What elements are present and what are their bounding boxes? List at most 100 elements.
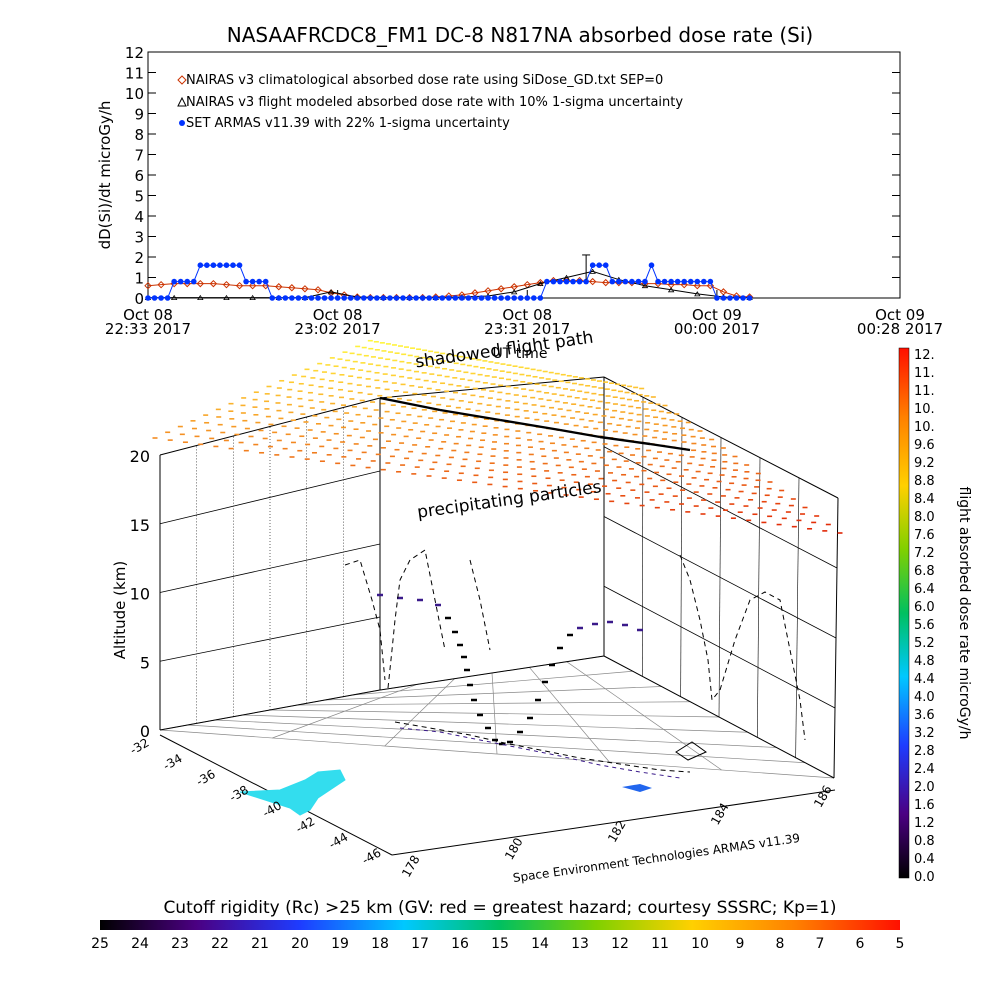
floor-grid-line [529,667,610,763]
dose-colorbar-tick: 11. [914,366,935,381]
data-point-armas [236,262,243,269]
data-point-armas [419,295,426,301]
land-mass [239,769,346,816]
rigidity-colorbar-tick: 13 [571,936,589,952]
wall-grid-line [795,477,800,758]
x-tick-label-date: Oct 08 [313,306,363,324]
wall-bottom-edge [379,655,605,691]
aircraft-marker [675,741,708,761]
rigidity-colorbar-tick: 22 [211,936,229,952]
latitude-tick-label: -44 [326,830,350,852]
rigidity-colorbar-tick: 12 [611,936,629,952]
longitude-tick-label: 182 [605,818,629,845]
map-floor-grid [159,655,836,856]
rigidity-colorbar-scale [100,920,900,930]
data-point-armas [151,295,158,301]
altitude-label: Altitude (km) [111,561,129,659]
wall-shadow-profile [387,549,446,689]
legend: NAIRAS v3 climatological absorbed dose r… [177,73,683,131]
wall-grid-line [718,437,722,718]
dose-colorbar-label: flight absorbed dose rate microGy/h [956,487,972,740]
x-tick-label-date: Oct 09 [692,306,742,324]
data-point-nairas-climatological [523,280,531,289]
rigidity-colorbar-tick: 15 [491,936,509,952]
rigidity-colorbar-label: Cutoff rigidity (Rc) >25 km (GV: red = g… [163,898,836,918]
data-point-armas [648,262,655,269]
data-point-armas [524,295,531,301]
altitude-tick-label: 0 [140,722,150,741]
dose-colorbar-tick: 10. [914,402,935,417]
data-point-armas [217,262,223,269]
data-point-armas [517,295,524,301]
dose-colorbar-tick: 8.8 [914,474,935,489]
dose-colorbar-tick: 12. [914,348,935,363]
data-point-armas [249,278,256,285]
rigidity-colorbar-tick: 10 [691,936,709,952]
latitude-tick-label: -34 [161,751,185,773]
data-point-armas [347,295,354,301]
y-tick-label: 5 [134,188,144,206]
data-point-armas [393,295,400,301]
floor-grid-line [384,678,455,747]
data-point-armas [491,295,498,301]
dose-colorbar-tick: 8.0 [914,510,935,525]
rigidity-colorbar-tick: 7 [816,936,825,952]
data-point-armas [740,295,746,301]
dose-colorbar: 0.0 0.4 0.8 1.2 1.6 2.0 2.4 2.8 3.2 3.6 4.0 4.4 4.8 5… [898,347,972,885]
data-point-nairas-flight-modeled [510,289,518,295]
x-tick-label-time: 22:33 2017 [105,320,191,338]
data-point-armas [714,295,720,301]
x-tick-label-date: Oct 09 [875,306,925,324]
dose-colorbar-tick: 2.8 [914,744,935,759]
dose-colorbar-tick: 5.6 [914,618,935,633]
data-point-armas [635,278,642,285]
y-tick-label: 4 [134,208,144,226]
data-point-nairas-flight-modeled [170,294,178,300]
data-point-armas [308,295,315,301]
data-point-armas [367,295,374,301]
legend-item-armas: SET ARMAS v11.39 with 22% 1-sigma uncert… [179,116,510,131]
data-point-nairas-flight-modeled [223,294,230,300]
data-point-armas [616,278,622,285]
data-point-armas [563,278,570,285]
dose-colorbar-tick: 5.2 [914,636,935,651]
altitude-tick-label: 10 [130,585,150,604]
data-point-armas [602,262,609,269]
altitude-tick-label: 15 [130,516,150,535]
rigidity-colorbar-tick: 21 [251,936,269,952]
y-tick-label: 8 [134,126,144,144]
y-tick-label: 9 [134,106,144,124]
data-point-armas [583,278,589,285]
data-point-armas [720,295,727,301]
y-tick-label: 2 [134,249,144,267]
dose-colorbar-tick: 6.8 [914,564,935,579]
data-point-armas [701,278,707,285]
data-point-nairas-flight-modeled [249,294,256,300]
data-point-armas [498,295,504,301]
data-point-armas [727,295,733,301]
y-tick-label: 3 [134,229,144,247]
shadowed-track-segment [439,408,501,422]
shadowed-track-segment [599,435,651,446]
data-point-armas [243,278,249,285]
x-tick-label-time: 00:28 2017 [857,320,943,338]
dose-colorbar-tick: 11. [914,384,935,399]
data-point-armas [387,295,393,301]
data-point-armas [446,295,452,301]
data-point-armas [328,295,334,301]
rigidity-colorbar-tick: 8 [776,936,785,952]
data-point-armas [733,295,740,301]
latitude-tick-label: -42 [293,814,317,836]
data-point-nairas-climatological [719,288,728,296]
credit-text: Space Environment Technologies ARMAS v11… [512,831,801,885]
longitude-tick-label: 186 [811,783,835,810]
rigidity-colorbar-tick: 11 [651,936,669,952]
altitude-tick-label: 20 [130,447,150,466]
data-point-armas [354,295,361,301]
wall-altitude-line [159,616,381,662]
data-point-nairas-climatological [588,277,597,286]
longitude-tick-label: 184 [708,801,732,828]
data-point-armas [177,278,184,285]
shadowed-track-segment [379,396,441,412]
